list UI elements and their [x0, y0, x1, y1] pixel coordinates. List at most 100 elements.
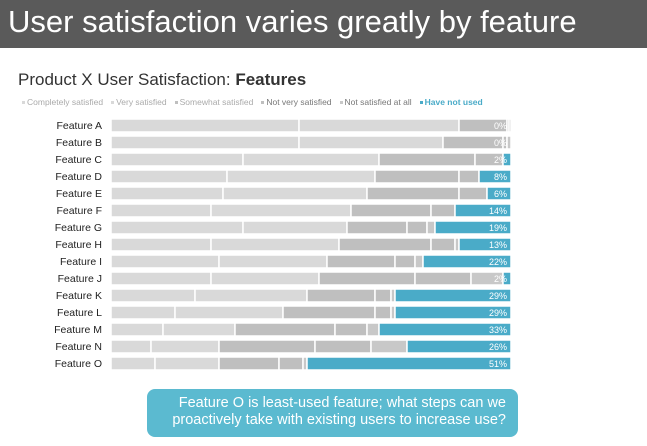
bar-segment: [218, 254, 328, 269]
bar-segment: [366, 322, 380, 337]
data-label: 26%: [489, 342, 507, 352]
bar-segment: [394, 305, 512, 320]
chart-title-bold: Features: [235, 70, 307, 89]
legend-item: Very satisfied: [111, 97, 167, 107]
stacked-bar-chart: Feature A 0% Feature B 0% Feature C 2% Feature…: [54, 118, 512, 371]
bar-segment: [242, 220, 348, 235]
category-label: Feature G: [55, 222, 102, 234]
bar-segment: [414, 254, 424, 269]
bar-segment: [110, 169, 228, 184]
category-label: Feature B: [56, 137, 102, 149]
data-label: 29%: [489, 308, 507, 318]
bar-segment: [318, 271, 416, 286]
legend-swatch: [261, 100, 265, 104]
bar-segment: [110, 322, 164, 337]
bar-segment: [338, 237, 432, 252]
category-label: Feature H: [55, 239, 102, 251]
bar-segment: [430, 237, 456, 252]
bar-segment: [234, 322, 336, 337]
category-label: Feature A: [56, 120, 102, 132]
bar-segment: [366, 186, 460, 201]
legend-swatch: [174, 100, 178, 104]
chart-title: Product X User Satisfaction: Features: [18, 70, 306, 90]
bar-segment: [374, 288, 392, 303]
category-label: Feature M: [54, 324, 102, 336]
legend-swatch: [111, 100, 115, 104]
bar-segment: [502, 271, 512, 286]
bar-segment: [406, 220, 428, 235]
data-label: 13%: [489, 240, 507, 250]
bar-segment: [154, 356, 220, 371]
data-label: 33%: [489, 325, 507, 335]
bar-segment: [508, 118, 512, 133]
bar-segment: [218, 339, 316, 354]
legend-item: Not satisfied at all: [339, 97, 412, 107]
bar-segment: [314, 339, 372, 354]
bar-segment: [414, 271, 472, 286]
bar-segment: [174, 305, 284, 320]
bar-segment: [486, 186, 512, 201]
legend-label: Somewhat satisfied: [179, 97, 254, 107]
category-label: Feature D: [55, 171, 102, 183]
data-label: 22%: [489, 257, 507, 267]
header-bar: User satisfaction varies greatly by feat…: [0, 0, 647, 48]
callout-line-2: proactively take with existing users to …: [172, 412, 506, 428]
bar-segment: [378, 152, 476, 167]
bar-segment: [210, 271, 320, 286]
bar-segment: [430, 203, 456, 218]
bar-segment: [326, 254, 396, 269]
bar-segment: [162, 322, 236, 337]
bar-segment: [210, 237, 340, 252]
legend-label: Not satisfied at all: [344, 97, 412, 107]
bar-segment: [306, 356, 512, 371]
category-label: Feature I: [60, 256, 102, 268]
bar-segment: [422, 254, 512, 269]
bar-segment: [406, 339, 512, 354]
bar-segment: [110, 237, 212, 252]
data-label: 19%: [489, 223, 507, 233]
bar-segment: [458, 237, 512, 252]
legend-item: Have not used: [419, 97, 483, 107]
bar-segment: [242, 152, 380, 167]
legend: Completely satisfied Very satisfied Somewh…: [22, 97, 483, 107]
bar-segment: [454, 203, 512, 218]
bar-segment: [110, 356, 156, 371]
bar-segment: [194, 288, 308, 303]
bar-segment: [334, 322, 368, 337]
bar-segment: [222, 186, 368, 201]
bar-segment: [110, 203, 212, 218]
data-label: 2%: [494, 274, 507, 284]
data-label: 29%: [489, 291, 507, 301]
bar-segment: [298, 135, 444, 150]
bar-segment: [110, 186, 224, 201]
bar-segment: [110, 254, 220, 269]
data-label: 0%: [494, 121, 507, 131]
category-label: Feature O: [55, 358, 102, 370]
legend-item: Somewhat satisfied: [174, 97, 254, 107]
legend-label: Not very satisfied: [266, 97, 332, 107]
bar-segment: [282, 305, 376, 320]
bar-segment: [110, 305, 176, 320]
data-label: 51%: [489, 359, 507, 369]
legend-item: Not very satisfied: [261, 97, 332, 107]
category-label: Feature K: [56, 290, 102, 302]
bar-segment: [210, 203, 352, 218]
bar-segment: [306, 288, 376, 303]
bar-segment: [218, 356, 280, 371]
callout-box: Feature O is least-used feature; what st…: [147, 389, 518, 437]
bar-segment: [110, 339, 152, 354]
data-label: 2%: [494, 155, 507, 165]
legend-swatch: [339, 100, 343, 104]
bar-segment: [350, 203, 432, 218]
bar-segment: [506, 135, 512, 150]
bar-segment: [374, 305, 392, 320]
bar-segment: [278, 356, 304, 371]
category-label: Feature J: [58, 273, 102, 285]
bar-segment: [150, 339, 220, 354]
bar-segment: [110, 135, 300, 150]
category-label: Feature L: [57, 307, 102, 319]
chart-title-prefix: Product X User Satisfaction:: [18, 70, 236, 89]
bar-segment: [378, 322, 512, 337]
legend-swatch: [22, 100, 25, 104]
category-label: Feature E: [56, 188, 102, 200]
